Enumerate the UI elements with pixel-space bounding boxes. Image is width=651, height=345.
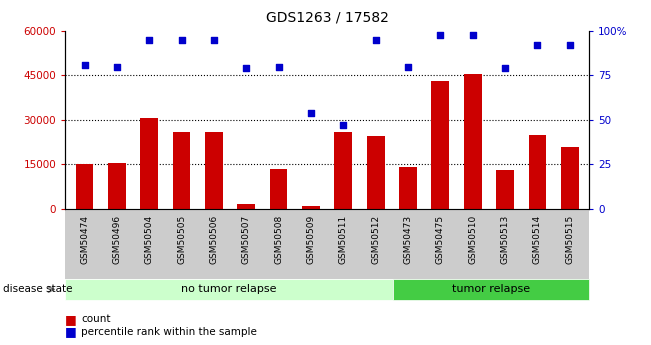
- Bar: [529, 135, 546, 209]
- Point: [79, 62, 90, 68]
- Text: ■: ■: [65, 325, 77, 338]
- Point: [144, 37, 154, 43]
- Bar: [238, 204, 255, 209]
- Bar: [173, 132, 191, 209]
- Bar: [76, 164, 93, 209]
- Bar: [399, 167, 417, 209]
- Point: [500, 66, 510, 71]
- Point: [338, 122, 348, 128]
- Text: no tumor relapse: no tumor relapse: [181, 285, 277, 294]
- Point: [370, 37, 381, 43]
- Bar: [367, 136, 385, 209]
- Bar: [108, 163, 126, 209]
- Bar: [496, 170, 514, 209]
- Bar: [561, 147, 579, 209]
- Point: [403, 64, 413, 69]
- Bar: [432, 81, 449, 209]
- Text: percentile rank within the sample: percentile rank within the sample: [81, 327, 257, 337]
- Point: [467, 32, 478, 37]
- Bar: [205, 132, 223, 209]
- Text: ■: ■: [65, 313, 77, 326]
- Point: [176, 37, 187, 43]
- Point: [564, 42, 575, 48]
- Point: [209, 37, 219, 43]
- Bar: [335, 132, 352, 209]
- Point: [532, 42, 542, 48]
- Text: GDS1263 / 17582: GDS1263 / 17582: [266, 10, 389, 24]
- Point: [435, 32, 445, 37]
- Point: [112, 64, 122, 69]
- Point: [241, 66, 251, 71]
- Bar: [464, 74, 482, 209]
- Text: tumor relapse: tumor relapse: [452, 285, 530, 294]
- Bar: [270, 169, 288, 209]
- Point: [306, 110, 316, 116]
- Text: disease state: disease state: [3, 285, 73, 294]
- Point: [273, 64, 284, 69]
- Text: count: count: [81, 314, 111, 324]
- Bar: [141, 118, 158, 209]
- Bar: [302, 206, 320, 209]
